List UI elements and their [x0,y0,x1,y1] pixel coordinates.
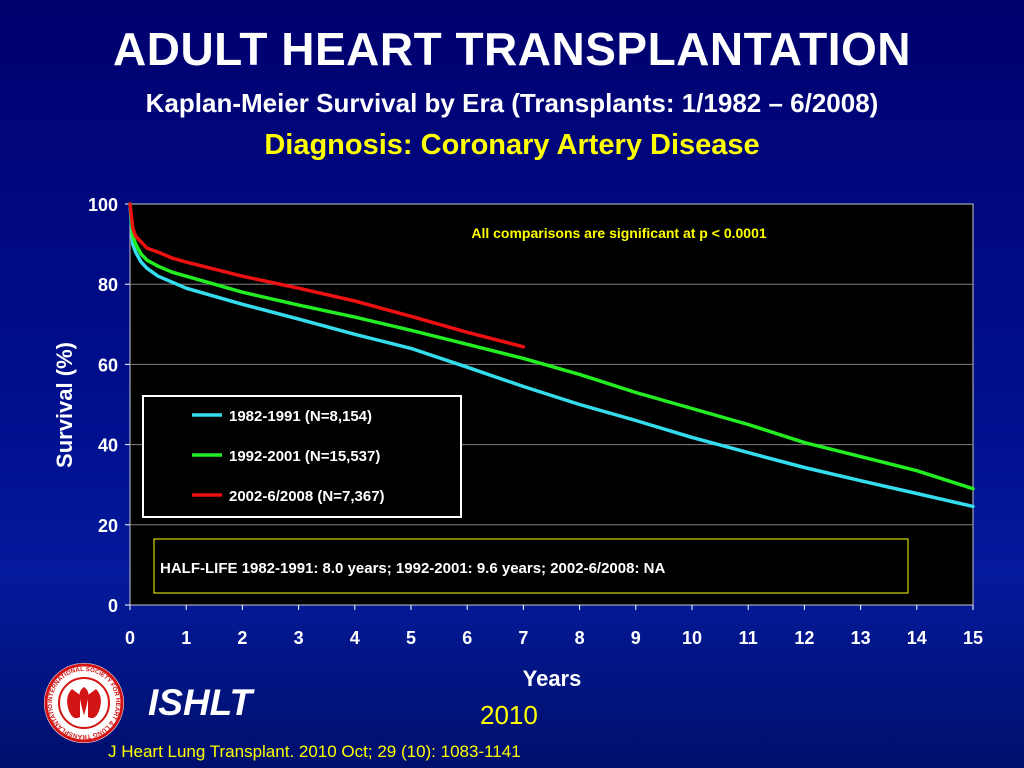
x-tick-label-3: 3 [294,628,304,648]
x-tick-label-4: 4 [350,628,360,648]
x-tick-label-15: 15 [963,628,983,648]
x-tick-label-5: 5 [406,628,416,648]
x-tick-label-6: 6 [462,628,472,648]
x-tick-label-1: 1 [181,628,191,648]
legend-label-3: 2002-6/2008 (N=7,367) [229,488,385,505]
x-tick-label-2: 2 [237,628,247,648]
x-tick-label-0: 0 [125,628,135,648]
x-tick-label-10: 10 [682,628,702,648]
y-tick-label-0: 0 [108,596,118,616]
half-life-border [153,538,909,594]
journal-citation: J Heart Lung Transplant. 2010 Oct; 29 (1… [108,742,521,761]
ishlt-logo: INTERNATIONAL SOCIETY FOR HEART & LUNG T… [40,656,126,745]
y-tick-label-40: 40 [98,436,118,456]
x-tick-labels: 0 1 2 3 4 5 6 7 8 9 10 11 12 13 14 15 [125,605,983,648]
series-line-2 [128,202,975,491]
half-life-box: HALF-LIFE 1982-1991: 8.0 years; 1992-200… [153,538,909,594]
slide-title: ADULT HEART TRANSPLANTATION [113,23,911,75]
x-tick-label-7: 7 [518,628,528,648]
y-tick-label-100: 100 [88,195,118,215]
x-tick-label-9: 9 [631,628,641,648]
legend: 1982-1991 (N=8,154) 1992-2001 (N=15,537) 2… [142,395,462,518]
half-life-text: HALF-LIFE 1982-1991: 8.0 years; 1992-200… [160,560,665,577]
y-tick-label-80: 80 [98,275,118,295]
significance-annotation: All comparisons are significant at p < 0… [471,225,766,241]
heart-lung-emblem [67,689,101,719]
series-line-3 [128,202,526,349]
legend-label-1: 1982-1991 (N=8,154) [229,408,372,425]
y-tick-labels: 0 20 40 60 80 100 [88,195,130,616]
report-year: 2010 [480,700,538,730]
series-lines [128,202,975,509]
x-tick-label-12: 12 [794,628,814,648]
series-line-1 [128,202,975,509]
x-axis-label: Years [523,666,582,691]
y-axis-label: Survival (%) [52,342,77,468]
slide-subtitle: Kaplan-Meier Survival by Era (Transplant… [145,88,879,118]
x-tick-label-13: 13 [851,628,871,648]
x-tick-label-8: 8 [575,628,585,648]
x-tick-label-11: 11 [739,628,758,648]
legend-label-2: 1992-2001 (N=15,537) [229,448,380,465]
y-tick-label-20: 20 [98,516,118,536]
diagnosis-subtitle: Diagnosis: Coronary Artery Disease [264,129,760,161]
y-tick-label-60: 60 [98,355,118,375]
x-tick-label-14: 14 [907,628,927,648]
ishlt-brand: ISHLT [148,682,253,723]
